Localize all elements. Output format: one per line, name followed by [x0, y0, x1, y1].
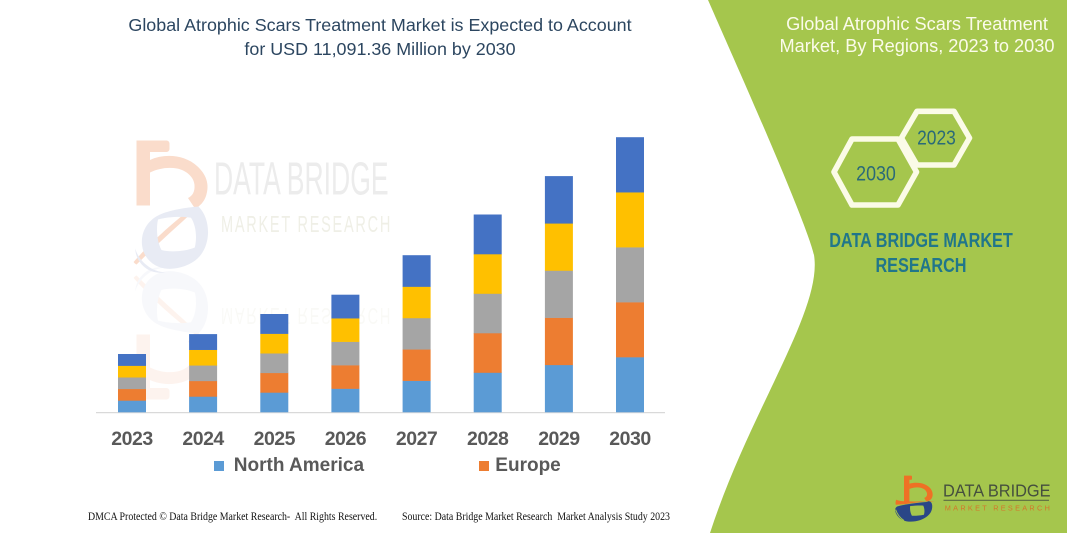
svg-text:DATA BRIDGE: DATA BRIDGE: [214, 154, 389, 206]
svg-text:2023: 2023: [917, 127, 956, 150]
svg-text:DATA BRIDGE: DATA BRIDGE: [943, 480, 1051, 501]
svg-text:2030: 2030: [856, 162, 896, 186]
svg-text:MARKET RESEARCH: MARKET RESEARCH: [945, 504, 1052, 513]
svg-text:MARKET RESEARCH: MARKET RESEARCH: [221, 213, 392, 238]
